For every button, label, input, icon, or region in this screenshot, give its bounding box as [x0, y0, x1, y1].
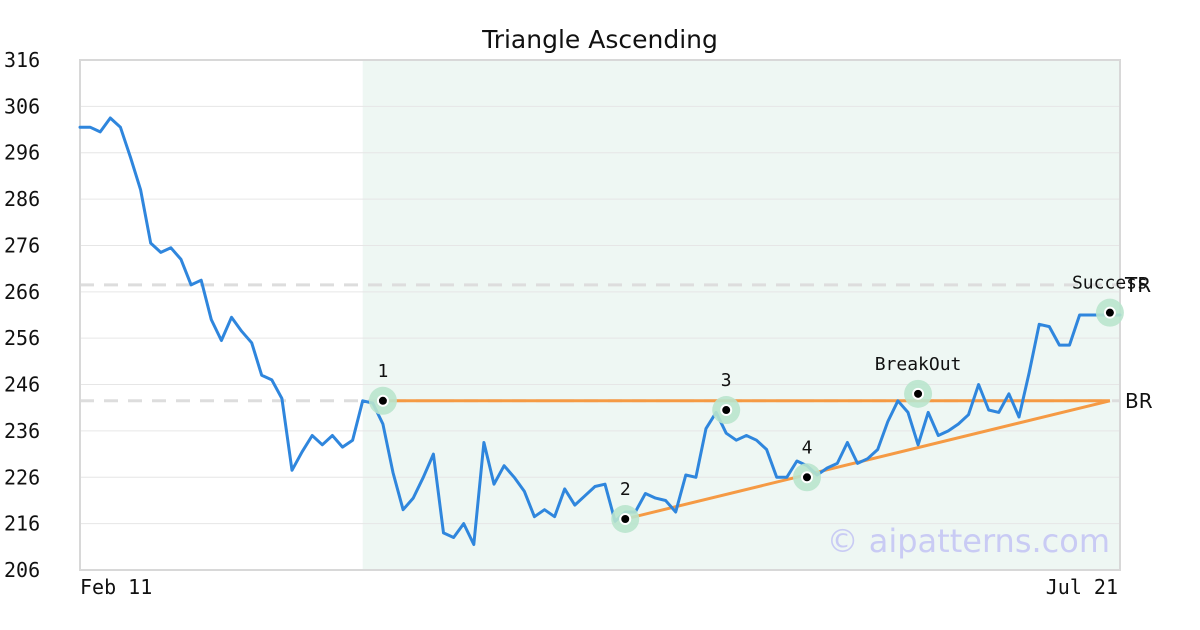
point-marker [619, 513, 632, 525]
point-marker [720, 404, 733, 417]
series-layer [78, 116, 1122, 546]
y-tick-label: 236 [4, 419, 40, 443]
y-tick-label: 276 [4, 233, 40, 257]
x-axis-ticks: Feb 11 Jul 21 [80, 575, 1118, 599]
y-tick-label: 216 [4, 512, 40, 536]
point-label: 2 [620, 479, 631, 500]
y-tick-label: 246 [4, 373, 40, 397]
pattern-region [362, 60, 1120, 570]
point-marker [912, 387, 925, 400]
y-tick-label: 306 [4, 94, 40, 118]
y-tick-label: 296 [4, 141, 40, 165]
watermark-layer: © aipatterns.com [827, 522, 1110, 560]
pattern-points: 1 2 3 4 BreakOut Success [368, 273, 1148, 533]
y-tick-label: 226 [4, 465, 40, 489]
y-tick-label: 286 [4, 187, 40, 211]
chart-title: Triangle Ascending [481, 25, 718, 54]
y-tick-label: 206 [4, 558, 40, 582]
reference-line-label: BR [1125, 389, 1153, 413]
gridlines [80, 59, 1120, 571]
point-label: 1 [377, 361, 388, 382]
point-marker [800, 471, 813, 484]
y-axis-ticks: 206 216 226 236 246 256 266 276 286 296 306 316 [4, 48, 40, 582]
point-label: BreakOut [875, 354, 962, 375]
x-tick-label: Jul 21 [1046, 575, 1118, 599]
reference-line-label: TR [1124, 273, 1151, 297]
y-tick-label: 266 [4, 280, 40, 304]
y-tick-label: 256 [4, 326, 40, 350]
point-marker [1103, 306, 1116, 319]
y-tick-label: 316 [4, 48, 40, 72]
point-label: Success [1072, 273, 1148, 294]
point-label: 3 [721, 370, 732, 391]
point-label: 4 [802, 437, 813, 458]
watermark-text: © aipatterns.com [827, 522, 1110, 560]
x-tick-label: Feb 11 [80, 575, 152, 599]
pattern-region-layer [362, 60, 1120, 570]
price-series-line [78, 116, 1122, 546]
point-marker [376, 394, 389, 407]
